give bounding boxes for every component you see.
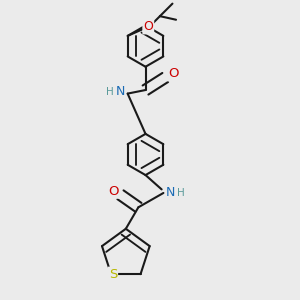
Text: O: O (108, 185, 119, 198)
Text: N: N (116, 85, 125, 98)
Text: O: O (168, 68, 178, 80)
Text: H: H (106, 87, 114, 97)
Text: S: S (109, 268, 117, 281)
Text: N: N (166, 187, 175, 200)
Text: O: O (143, 20, 153, 33)
Text: H: H (178, 188, 185, 198)
